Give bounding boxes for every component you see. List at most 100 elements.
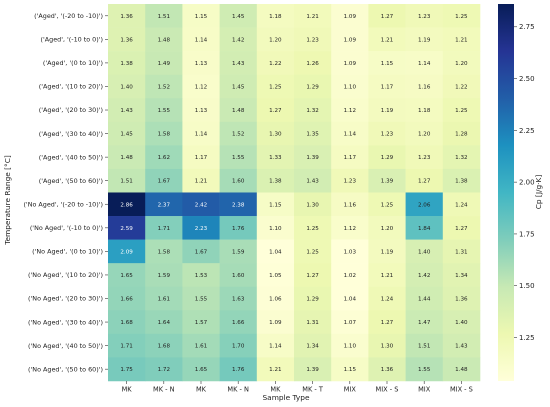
cell-value-label: 1.14 xyxy=(269,344,282,350)
heatmap-cell xyxy=(108,192,146,217)
cell-value-label: 1.55 xyxy=(232,155,245,161)
heatmap-cell xyxy=(331,357,369,382)
heatmap-cell xyxy=(145,121,183,146)
heatmap-cell xyxy=(256,239,295,264)
colorbar-label: Cp [J/g·K] xyxy=(534,175,543,210)
heatmap-cell xyxy=(442,310,481,335)
heatmap-cell xyxy=(145,4,183,28)
cell-value-label: 1.04 xyxy=(344,297,357,303)
cell-value-label: 1.51 xyxy=(158,14,171,20)
cell-value-label: 1.17 xyxy=(195,155,208,161)
heatmap-cell xyxy=(145,51,183,75)
cell-value-label: 1.52 xyxy=(232,132,244,138)
cell-value-label: 1.36 xyxy=(381,367,394,373)
heatmap-cell xyxy=(331,51,369,75)
heatmap-cell xyxy=(405,310,444,335)
heatmap-cell xyxy=(219,310,258,335)
cell-value-label: 1.33 xyxy=(269,155,282,161)
cell-value-label: 1.57 xyxy=(195,320,208,326)
heatmap-cell xyxy=(331,216,369,240)
y-tick-label: ('Aged', '(20 to 30)') xyxy=(39,106,103,114)
y-tick-label: ('No Aged', '(10 to 20)') xyxy=(28,271,103,279)
heatmap-cell xyxy=(219,145,258,170)
y-tick-label: ('Aged', '(-10 to 0)') xyxy=(41,36,103,44)
heatmap-cell xyxy=(219,263,258,288)
cell-value-label: 1.20 xyxy=(418,132,431,138)
cell-value-label: 1.31 xyxy=(455,249,468,255)
heatmap-cell xyxy=(108,310,146,335)
heatmap-cell xyxy=(368,239,406,264)
colorbar-tick-label: 2.50 xyxy=(519,75,535,83)
heatmap-cell xyxy=(331,121,369,146)
cell-value-label: 1.28 xyxy=(455,132,468,138)
heatmap-cell xyxy=(256,98,295,123)
cell-value-label: 1.76 xyxy=(232,367,245,373)
heatmap-cell xyxy=(219,192,258,217)
heatmap-cell xyxy=(368,286,406,311)
heatmap-cell xyxy=(331,286,369,311)
heatmap-cell xyxy=(331,4,369,28)
cell-value-label: 1.14 xyxy=(195,37,208,43)
heatmap-cell xyxy=(182,27,220,52)
heatmap-cell xyxy=(145,168,183,193)
cell-value-label: 1.53 xyxy=(195,273,208,279)
heatmap-cell xyxy=(368,4,406,28)
heatmap-cell xyxy=(294,286,332,311)
cell-value-label: 1.48 xyxy=(158,37,171,43)
heatmap-cell xyxy=(294,333,332,358)
heatmap-cell xyxy=(182,286,220,311)
cell-value-label: 1.12 xyxy=(195,84,207,90)
heatmap-cell xyxy=(294,216,332,240)
cell-value-label: 1.45 xyxy=(120,132,133,138)
cell-value-label: 1.17 xyxy=(344,155,357,161)
cell-value-label: 1.05 xyxy=(269,273,282,279)
heatmap-cell xyxy=(145,192,183,217)
cell-value-label: 1.44 xyxy=(418,297,431,303)
heatmap-cell xyxy=(368,333,406,358)
cell-value-label: 1.09 xyxy=(344,61,357,67)
cell-value-label: 1.14 xyxy=(344,132,357,138)
heatmap-cell xyxy=(145,216,183,240)
cell-value-label: 1.24 xyxy=(455,202,468,208)
cell-value-label: 1.66 xyxy=(120,297,133,303)
cell-value-label: 1.29 xyxy=(306,84,319,90)
x-tick-label: MK xyxy=(270,385,281,393)
cell-value-label: 1.72 xyxy=(158,367,170,373)
cell-value-label: 1.07 xyxy=(344,320,357,326)
cell-value-label: 1.23 xyxy=(418,155,431,161)
heatmap-cell xyxy=(442,27,481,52)
heatmap-cell xyxy=(405,74,444,99)
heatmap-cell xyxy=(219,216,258,240)
heatmap-cell xyxy=(294,27,332,52)
colorbar-tick-label: 2.75 xyxy=(519,23,535,31)
cell-value-label: 1.43 xyxy=(232,61,245,67)
colorbar xyxy=(498,4,514,381)
y-tick-label: ('Aged', '(40 to 50)') xyxy=(39,153,103,161)
cell-value-label: 1.76 xyxy=(232,226,245,232)
heatmap-cell xyxy=(368,145,406,170)
heatmap-cells: 1.36 1.51 1.15 1.45 1.18 1.21 1.09 1.27 1.23 1.25… xyxy=(108,4,481,382)
y-tick-label: ('Aged', '(50 to 60)') xyxy=(39,177,103,185)
heatmap-cell xyxy=(256,4,295,28)
heatmap-cell xyxy=(294,239,332,264)
cell-value-label: 1.70 xyxy=(232,344,245,350)
cell-value-label: 1.38 xyxy=(120,61,133,67)
cell-value-label: 2.42 xyxy=(195,202,207,208)
heatmap-cell xyxy=(368,121,406,146)
heatmap-cell xyxy=(145,333,183,358)
cell-value-label: 1.30 xyxy=(306,202,319,208)
cell-value-label: 1.19 xyxy=(418,37,431,43)
heatmap-cell xyxy=(442,98,481,123)
cell-value-label: 1.39 xyxy=(381,179,394,185)
x-tick-labels: MK MK - N MK MK - N MK MK - T MIX MIX - S MIX MIX… xyxy=(122,380,473,393)
cell-value-label: 1.38 xyxy=(269,179,282,185)
cell-value-label: 1.31 xyxy=(306,320,319,326)
cell-value-label: 1.21 xyxy=(455,37,468,43)
y-tick-label: ('Aged', '(-20 to -10)') xyxy=(34,12,103,20)
cell-value-label: 1.13 xyxy=(195,61,208,67)
heatmap-cell xyxy=(294,357,332,382)
cell-value-label: 1.30 xyxy=(381,344,394,350)
heatmap-cell xyxy=(368,74,406,99)
cell-value-label: 2.59 xyxy=(120,226,133,232)
heatmap-cell xyxy=(405,286,444,311)
